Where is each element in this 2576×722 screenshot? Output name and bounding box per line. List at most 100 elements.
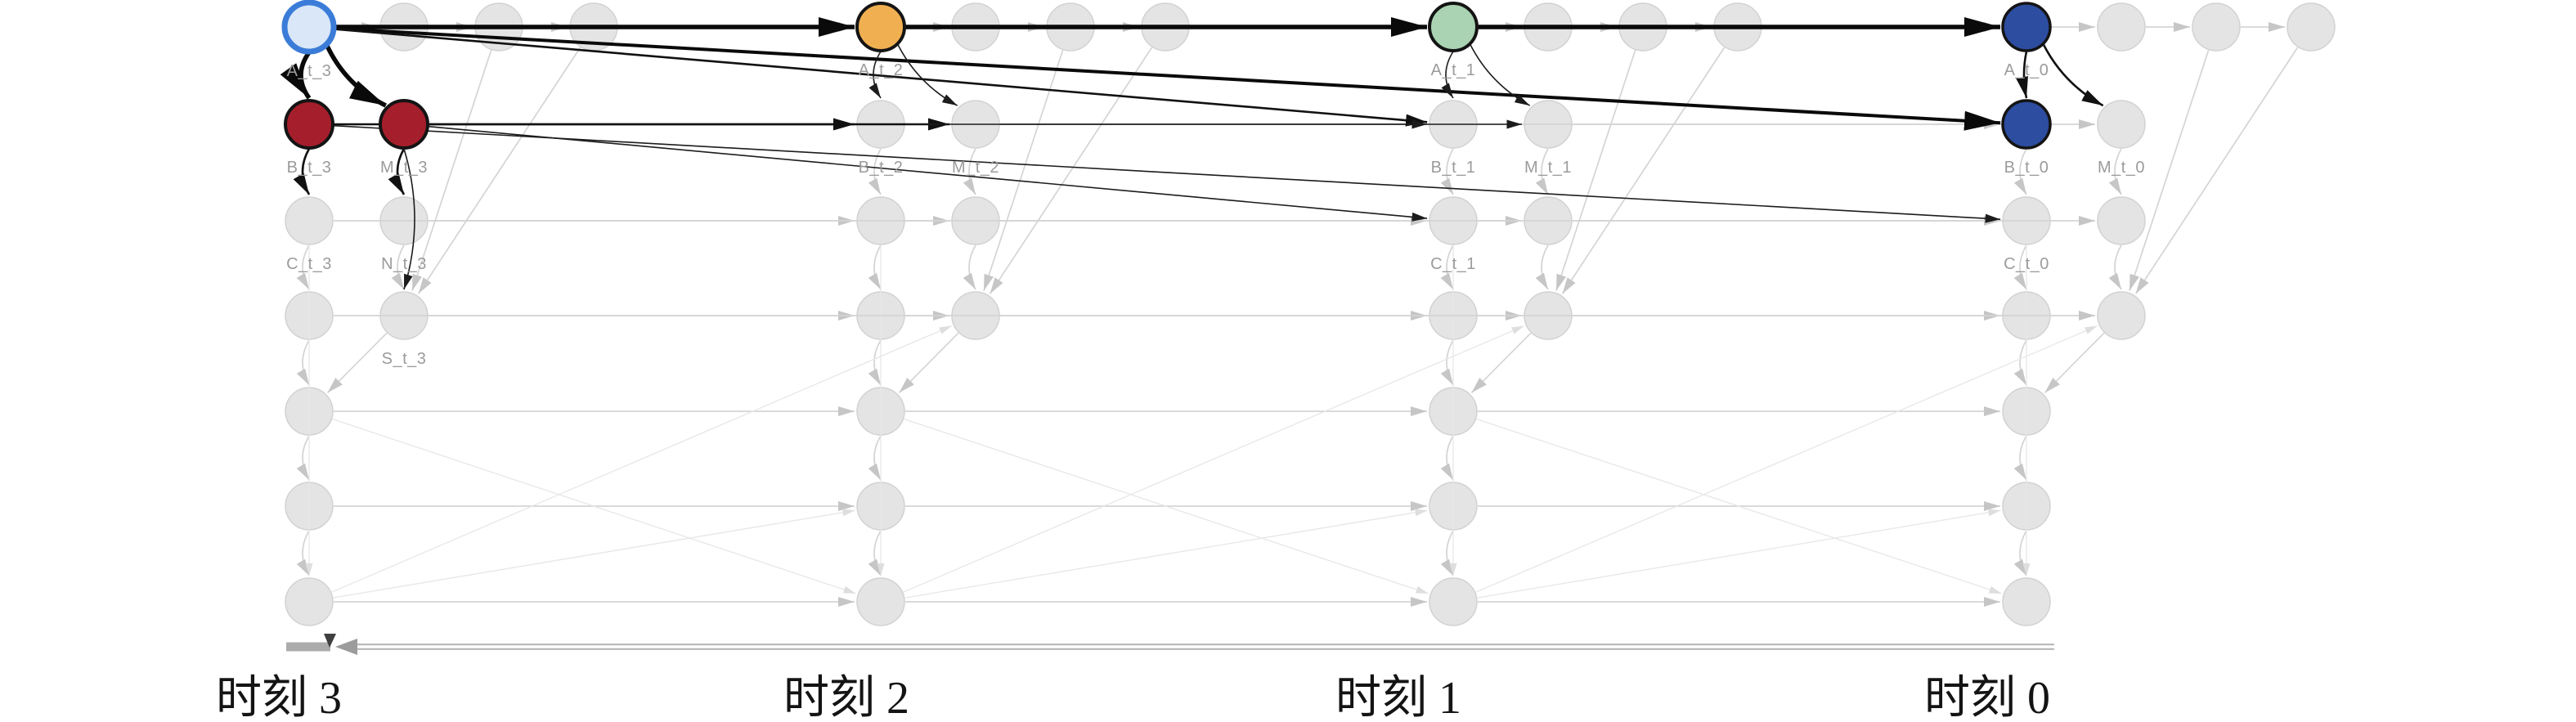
node-P72: [856, 577, 905, 626]
edge-P61-P71: [1440, 530, 1454, 576]
node-labels-layer: A_t_3 B_t_3 M_t_3 C_t_3 N_t_3 S_t_3 A_t_2 B_t_2…: [286, 61, 2145, 368]
edge-G20-S0: [2129, 50, 2210, 291]
edge-P51-P61: [1440, 435, 1454, 481]
edge-P52-P62: [868, 435, 882, 481]
edge-N1-S1: [1535, 244, 1549, 290]
edge-P53-P63: [296, 435, 310, 481]
edge-C3-P43: [296, 244, 310, 290]
node-P73: [285, 577, 334, 626]
edge-P72-P61: [904, 509, 1428, 599]
node-A3: [281, 0, 337, 55]
edge-P43-P53: [296, 339, 310, 386]
edge-G31-S1: [1561, 47, 1726, 294]
node-label-B2: B_t_2: [859, 159, 904, 177]
time-label-t2: 时刻 2: [783, 673, 909, 722]
node-M0: [2097, 100, 2146, 149]
timeline-stub: [286, 642, 330, 652]
node-label-C1: C_t_1: [1430, 255, 1476, 273]
faded-nodes-layer: [285, 2, 2336, 626]
node-S0: [2097, 291, 2146, 340]
edge-P60-P70: [2013, 530, 2027, 576]
edge-N3-S3: [391, 244, 405, 290]
edge-P52-P71: [904, 418, 1429, 594]
edge-N2-S2: [963, 244, 976, 290]
node-B0: [2001, 99, 2052, 150]
time-label-t3: 时刻 3: [216, 673, 342, 722]
edge-M3-C1: [428, 125, 1428, 222]
edge-A3-B0: [334, 26, 2001, 131]
node-G20: [2192, 2, 2241, 52]
edge-S0-P50: [2044, 332, 2105, 393]
edge-M3-S3: [403, 148, 415, 290]
edge-M2-N2: [963, 148, 976, 195]
node-label-B3: B_t_3: [287, 159, 332, 177]
highlighted-nodes-layer: [281, 0, 2052, 150]
edge-P51-P70: [1476, 418, 2002, 594]
edge-G32-S2: [989, 47, 1153, 294]
edge-G33-S3: [417, 47, 581, 294]
node-N0: [2097, 196, 2146, 245]
node-label-M1: M_t_1: [1524, 159, 1572, 177]
node-P71: [1429, 577, 1478, 626]
edge-P53-P72: [332, 418, 856, 594]
edge-S3-P53: [326, 332, 388, 393]
node-label-C3: C_t_3: [286, 255, 332, 273]
node-label-M3: M_t_3: [380, 159, 428, 177]
edge-P63-P73: [296, 530, 310, 576]
edge-B3-C3: [293, 148, 311, 195]
edge-B3-C0: [333, 124, 2001, 223]
edge-S2-P52: [898, 332, 959, 393]
edge-B1-C1: [1440, 148, 1454, 195]
edge-C0-P40: [2013, 244, 2027, 290]
faded-edges-layer: [296, 22, 2299, 607]
node-label-A0: A_t_0: [2004, 61, 2049, 79]
node-P70: [2002, 577, 2051, 626]
node-label-B1: B_t_1: [1431, 159, 1476, 177]
edge-P50-P60: [2013, 435, 2027, 481]
edge-P71-S0: [1475, 325, 2098, 593]
edge-A3-M3: [325, 44, 387, 108]
node-A2: [855, 2, 906, 52]
edge-P72-S1: [903, 325, 1524, 593]
edge-G21-S1: [1555, 50, 1636, 291]
timeline-layer: 时刻 3 时刻 2 时刻 1 时刻 0: [216, 634, 2054, 722]
edge-P40-P50: [2013, 339, 2027, 386]
edge-A1-M1: [1470, 44, 1531, 106]
node-label-B0: B_t_0: [2004, 159, 2049, 177]
edge-P71-P60: [1477, 509, 2001, 599]
edge-B2-C2: [868, 148, 882, 195]
node-label-M0: M_t_0: [2098, 159, 2145, 177]
edge-A3-B3: [280, 51, 312, 100]
edge-B0-C0: [2013, 148, 2027, 195]
node-C3: [285, 196, 334, 245]
edge-G23-S3: [411, 50, 492, 291]
edge-S1-P51: [1470, 332, 1532, 393]
edge-C1-P41: [1440, 244, 1454, 290]
edge-N0-S0: [2108, 244, 2122, 290]
node-G10: [2097, 2, 2146, 52]
edge-P42-P52: [868, 339, 882, 386]
node-label-S3: S_t_3: [382, 350, 427, 368]
node-B3: [284, 99, 334, 150]
node-label-A1: A_t_1: [1431, 61, 1476, 79]
node-M3: [379, 99, 429, 150]
edge-M1-N1: [1535, 148, 1549, 195]
edge-C2-P42: [868, 244, 882, 290]
node-label-A2: A_t_2: [859, 61, 904, 79]
time-label-t0: 时刻 0: [1924, 673, 2050, 722]
edge-A0-M0: [2042, 43, 2104, 107]
edge-A1-B1: [1441, 51, 1454, 99]
highlighted-edges-layer: [280, 17, 2104, 290]
edge-G30-S0: [2134, 47, 2299, 294]
node-label-N3: N_t_3: [381, 255, 427, 273]
edge-A2-B2: [868, 51, 882, 99]
time-label-t1: 时刻 1: [1335, 673, 1461, 722]
timeline-tick-icon: [324, 634, 336, 648]
node-A0: [2001, 2, 2052, 52]
edge-A3-B1: [334, 28, 1428, 127]
edge-M3-N3: [388, 148, 406, 195]
node-A1: [1428, 2, 1479, 52]
node-label-A3: A_t_3: [287, 62, 332, 80]
